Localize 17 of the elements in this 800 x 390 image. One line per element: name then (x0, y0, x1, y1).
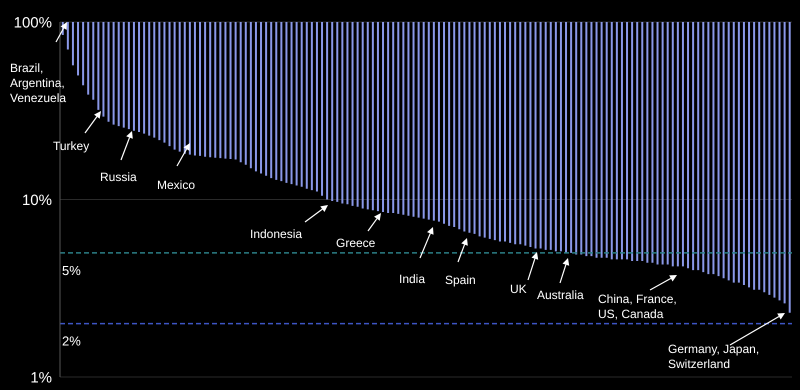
annotation: Germany, Japan, Switzerland (668, 342, 760, 371)
ref-line-label: 5% (62, 262, 82, 278)
annotation: Greece (336, 236, 376, 250)
annotation: China, France, US, Canada (598, 292, 677, 321)
annotation: Indonesia (250, 227, 302, 241)
annotation: Turkey (53, 139, 90, 153)
ref-line-label: 2% (62, 334, 82, 349)
annotation: Spain (445, 273, 476, 287)
annotation: Mexico (157, 178, 196, 192)
y-tick-label: 10% (22, 192, 52, 209)
annotation: Russia (100, 170, 138, 184)
annotation: Australia (537, 288, 584, 302)
y-tick-label: 1% (30, 369, 52, 386)
annotation: India (399, 272, 426, 286)
y-tick-label: 100% (14, 14, 52, 32)
annotation: Brazil, Argentina, Venezuela (10, 61, 66, 105)
annotation: UK (510, 282, 527, 296)
